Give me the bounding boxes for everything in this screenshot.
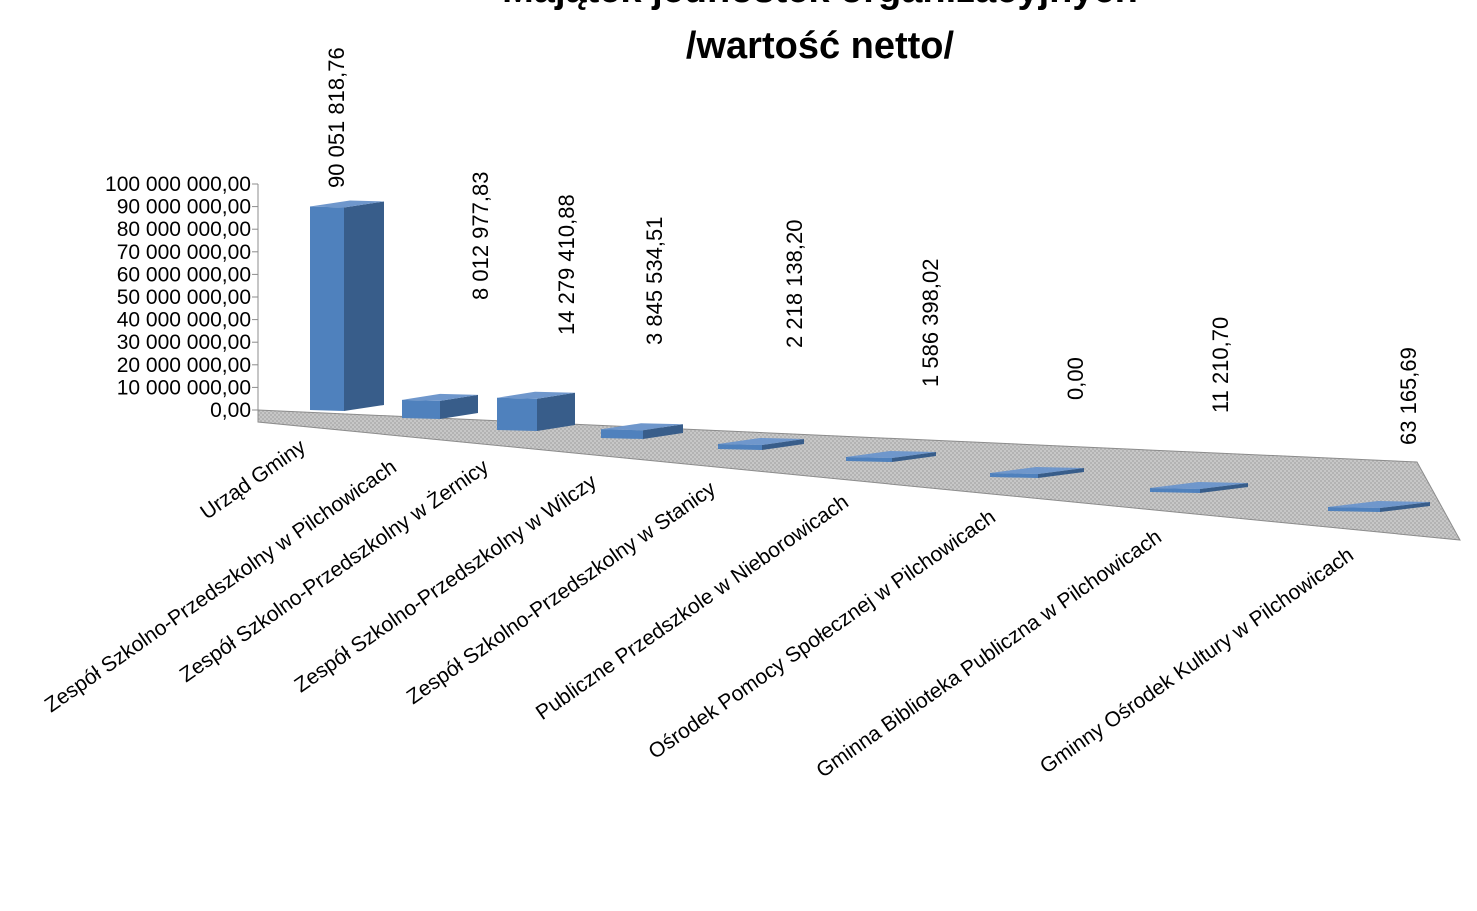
y-tick-label: 70 000 000,00 <box>117 241 251 264</box>
bar-side-face <box>762 438 804 450</box>
bar-top-face <box>990 467 1084 474</box>
bar-side-face <box>892 452 936 462</box>
data-label: 63 165,69 <box>1396 347 1421 445</box>
bar-top-face <box>1150 482 1248 489</box>
bar-6 <box>846 451 936 462</box>
bar-side-face <box>1200 483 1248 493</box>
bar-2 <box>402 393 478 419</box>
chart-title-line-1: Majątek jednostek organizacyjnych <box>502 0 1138 11</box>
y-tick-label: 30 000 000,00 <box>117 331 251 354</box>
bar-top-face <box>601 423 683 431</box>
data-label: 8 012 977,83 <box>468 172 493 300</box>
y-tick-label: 0,00 <box>210 399 251 422</box>
bar-front-face <box>601 429 643 439</box>
bar-9 <box>1328 501 1430 512</box>
data-label: 11 210,70 <box>1208 317 1233 413</box>
bar-side-face <box>1038 468 1084 478</box>
bar-front-face <box>310 206 344 411</box>
data-label: 3 845 534,51 <box>642 217 667 345</box>
bar-top-face <box>402 393 478 401</box>
y-tick-label: 10 000 000,00 <box>117 376 251 399</box>
bar-front-face <box>497 397 537 431</box>
y-tick-label: 100 000 000,00 <box>105 173 251 196</box>
bar-5 <box>718 437 804 450</box>
category-label: Urząd Gminy <box>196 435 310 524</box>
bar-side-face <box>1380 502 1430 512</box>
y-tick-label: 80 000 000,00 <box>117 218 251 241</box>
y-tick-label: 90 000 000,00 <box>117 196 251 219</box>
data-label: 90 051 818,76 <box>324 47 349 188</box>
bar-front-face <box>846 457 892 462</box>
y-tick-label: 50 000 000,00 <box>117 286 251 309</box>
chart-floor <box>257 409 1461 541</box>
bar-side-face <box>344 201 384 411</box>
bar-top-face <box>497 391 575 399</box>
y-tick-label: 40 000 000,00 <box>117 309 251 332</box>
category-label: Publiczne Przedszkole w Nieborowicach <box>532 490 853 724</box>
bar-front-face <box>718 443 762 450</box>
bar-front-face <box>1150 488 1200 493</box>
bar-top-face <box>846 451 936 458</box>
chart-title-line-2: /wartość netto/ <box>686 25 955 67</box>
bar-top-face <box>1328 501 1430 508</box>
bar-side-face <box>643 424 683 439</box>
bar-top-face <box>310 200 384 208</box>
data-label: 14 279 410,88 <box>554 194 579 335</box>
category-label: Ośrodek Pomocy Społecznej w Pilchowicach <box>644 505 999 764</box>
bar-4 <box>601 423 683 439</box>
data-label: 2 218 138,20 <box>782 220 807 348</box>
bar-7 <box>990 467 1084 478</box>
bar-front-face <box>402 399 440 419</box>
bar-3 <box>497 391 575 431</box>
bar-side-face <box>537 392 575 431</box>
bar-top-face <box>718 437 804 445</box>
bar-8 <box>1150 482 1248 493</box>
bar-front-face <box>1328 507 1380 512</box>
bar-1 <box>310 200 384 411</box>
bar-side-face <box>440 394 478 419</box>
y-tick-label: 60 000 000,00 <box>117 263 251 286</box>
data-label: 1 586 398,02 <box>918 259 943 387</box>
y-tick-label: 20 000 000,00 <box>117 354 251 377</box>
data-label: 0,00 <box>1063 357 1088 400</box>
bar-front-face <box>990 473 1038 478</box>
category-label: Gminna Biblioteka Publiczna w Pilchowica… <box>812 525 1166 782</box>
